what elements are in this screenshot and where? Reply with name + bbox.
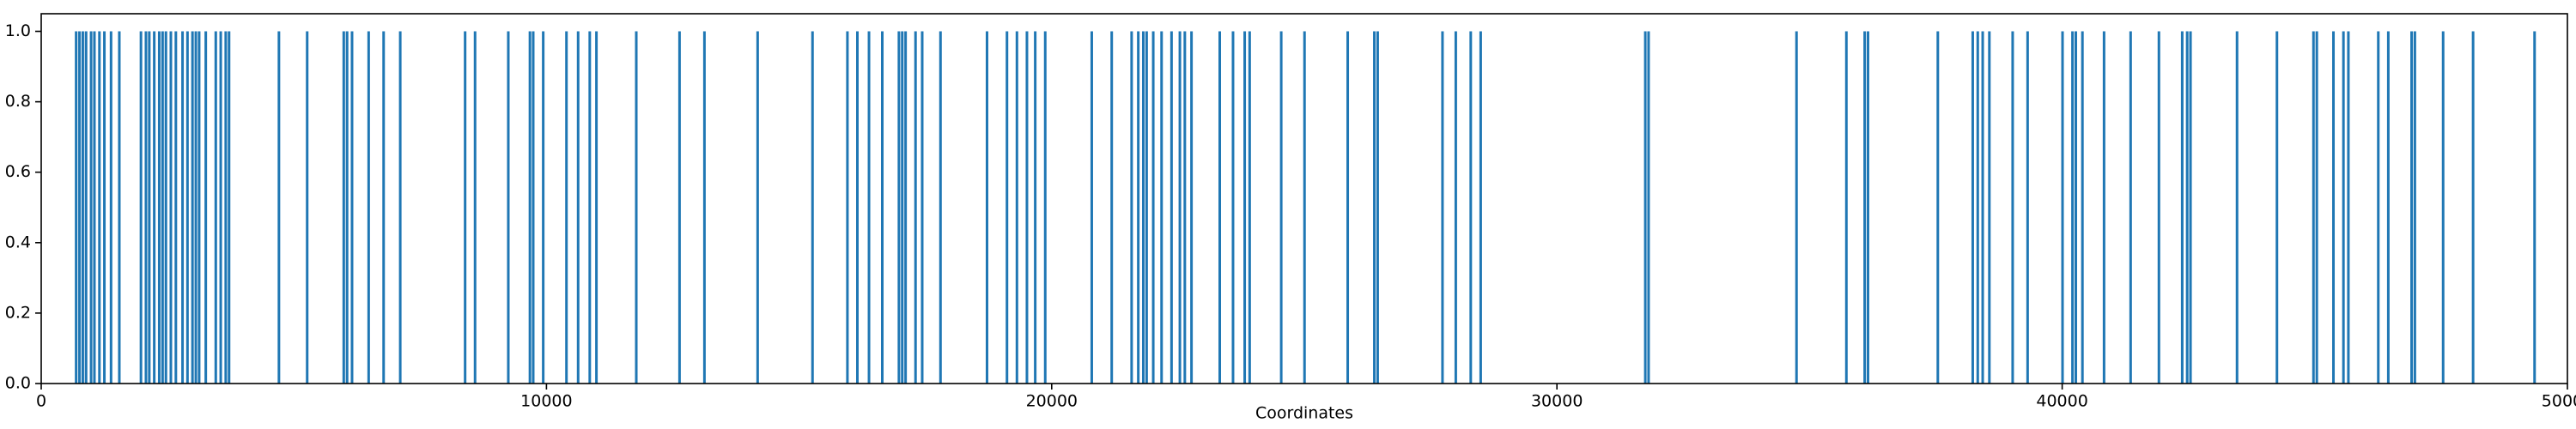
x-tick-label: 10000 bbox=[520, 392, 572, 411]
y-tick-label: 1.0 bbox=[5, 21, 31, 40]
x-tick-label: 40000 bbox=[2036, 392, 2087, 411]
x-tick-label: 20000 bbox=[1026, 392, 1078, 411]
x-tick-label: 0 bbox=[36, 392, 46, 411]
y-tick-label: 0.0 bbox=[5, 374, 31, 393]
x-axis-label: Coordinates bbox=[1255, 404, 1353, 423]
x-tick-label: 50000 bbox=[2542, 392, 2576, 411]
plot-frame bbox=[40, 13, 2568, 384]
y-tick-label: 0.2 bbox=[5, 303, 31, 322]
y-tick-label: 0.8 bbox=[5, 92, 31, 111]
y-tick-label: 0.6 bbox=[5, 162, 31, 181]
y-tick-label: 0.4 bbox=[5, 233, 31, 251]
x-tick-label: 30000 bbox=[1531, 392, 1583, 411]
